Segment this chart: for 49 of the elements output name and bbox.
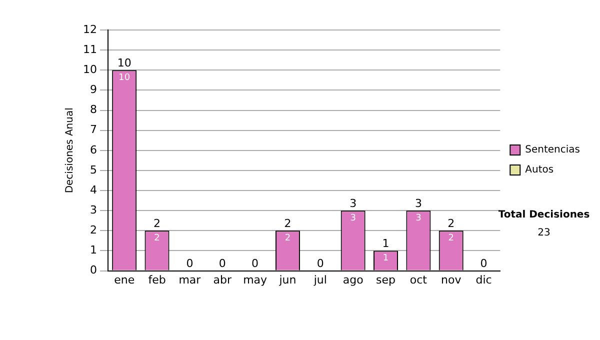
data-label: 2 [154, 234, 160, 244]
x-tick-label: dic [476, 273, 492, 286]
total-label: 0 [252, 257, 259, 270]
y-tick-label: 0 [90, 264, 97, 277]
y-tick-label: 3 [90, 203, 97, 216]
y-tick-label: 6 [90, 143, 97, 156]
data-label: 3 [416, 213, 422, 224]
total-label: 0 [186, 257, 194, 270]
x-tick-label: oct [410, 273, 428, 286]
x-tick-label: ago [342, 273, 364, 286]
total-label: 3 [350, 196, 357, 210]
data-label: 2 [284, 234, 291, 244]
legend-label: Autos [525, 164, 554, 176]
x-tick-label: abr [213, 273, 232, 286]
total-label: 3 [414, 196, 422, 210]
y-tick-label: 2 [90, 224, 97, 237]
data-label: 10 [118, 72, 130, 83]
y-axis-title: Decisiones Anual [64, 108, 76, 194]
total-label: 10 [117, 56, 132, 70]
data-label: 1 [382, 254, 389, 264]
y-tick-label: 8 [90, 103, 97, 116]
y-tick-label: 11 [82, 42, 97, 56]
y-tick-label: 5 [90, 163, 97, 176]
total-label: 0 [480, 257, 488, 270]
y-tick-label: 1 [90, 244, 97, 257]
x-tick-label: may [243, 273, 268, 286]
data-label: 3 [350, 213, 356, 224]
x-tick-label: jun [278, 273, 296, 286]
total-label: 0 [316, 257, 324, 270]
x-tick-label: ene [114, 273, 135, 286]
y-tick-label: 4 [90, 183, 97, 196]
y-tick-label: 10 [82, 62, 97, 76]
data-label: 2 [448, 234, 454, 244]
x-tick-label: nov [441, 273, 462, 286]
y-tick-label: 9 [90, 83, 97, 96]
x-tick-label: mar [178, 273, 202, 286]
total-label: 2 [448, 217, 455, 230]
y-tick-label: 7 [90, 123, 97, 136]
x-tick-label: sep [376, 273, 396, 286]
text: 23 [538, 228, 550, 239]
annotation: Total Decisiones [498, 210, 590, 221]
total-label: 1 [382, 237, 390, 250]
total-label: 2 [284, 217, 292, 230]
legend-label: Sentencias [525, 144, 580, 156]
total-label: 0 [218, 257, 226, 270]
total-label: 2 [154, 217, 161, 230]
y-tick-label: 12 [82, 22, 97, 36]
x-tick-label: jul [312, 273, 327, 286]
x-tick-label: feb [148, 273, 166, 286]
